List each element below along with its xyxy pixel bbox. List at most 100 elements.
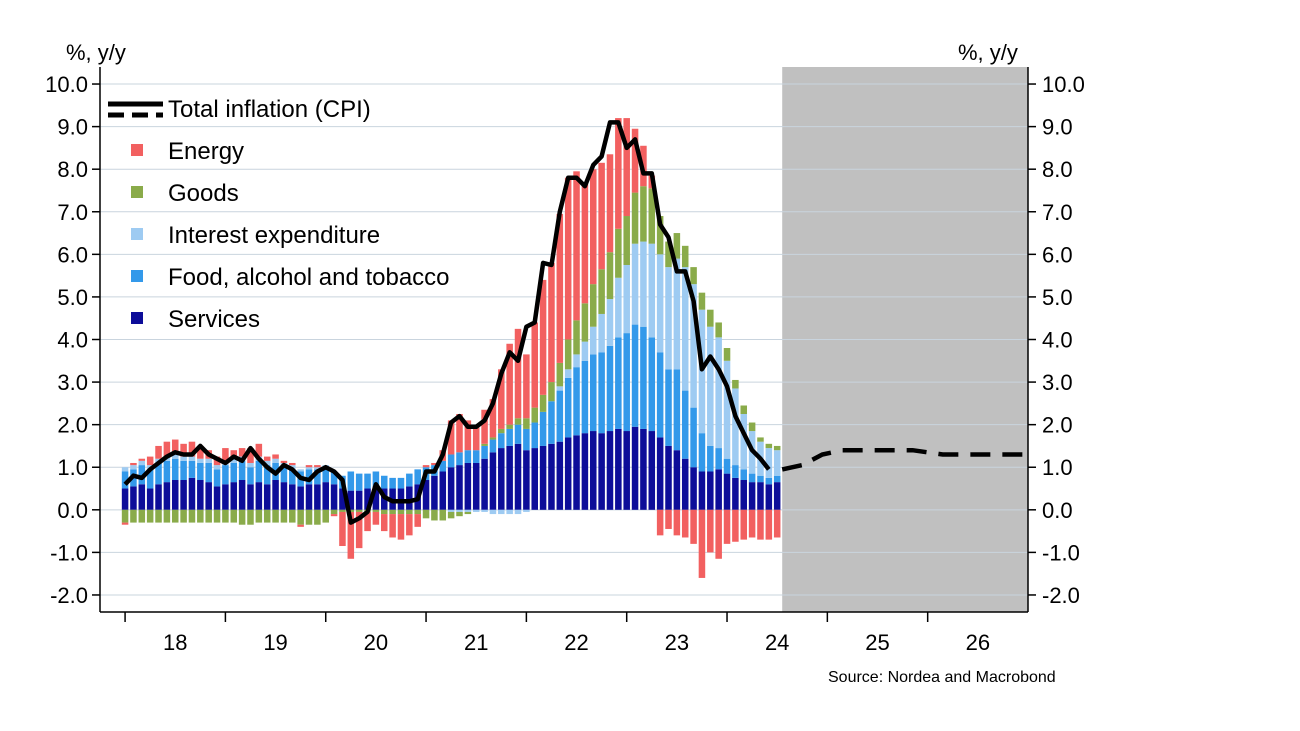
bar-interest (606, 299, 614, 346)
bar-food (289, 469, 296, 485)
x-tick-label: 23 (665, 630, 689, 655)
bar-goods (648, 188, 656, 244)
bar-interest (615, 277, 622, 338)
bar-goods (464, 511, 472, 515)
bar-interest (213, 465, 221, 470)
bar-energy (263, 456, 271, 461)
bar-services (305, 484, 313, 510)
x-tick-label: 26 (966, 630, 990, 655)
legend-label: Energy (168, 138, 244, 165)
bar-energy (180, 443, 187, 457)
bar-interest (305, 467, 313, 470)
y-tick-label-right: 1.0 (1042, 455, 1073, 480)
bar-services (247, 484, 254, 510)
left-axis-unit: %, y/y (66, 40, 126, 65)
y-tick-label-right: 3.0 (1042, 370, 1073, 395)
bar-interest (456, 509, 463, 512)
bar-energy (406, 514, 413, 536)
y-tick-label-left: 6.0 (57, 242, 88, 267)
bar-goods (673, 233, 681, 259)
y-tick-label-right: 10.0 (1042, 72, 1085, 97)
bar-energy (631, 128, 639, 193)
bar-interest (121, 467, 129, 472)
bar-interest (130, 465, 137, 470)
bar-interest (230, 458, 238, 463)
bar-energy (715, 509, 722, 559)
x-tick-label: 18 (163, 630, 187, 655)
bar-goods (732, 379, 739, 389)
bar-energy (355, 511, 363, 549)
bar-energy (289, 462, 296, 466)
y-tick-label-right: 0.0 (1042, 498, 1073, 523)
bar-energy (255, 443, 263, 457)
bar-interest (640, 241, 647, 327)
y-tick-label-right: 6.0 (1042, 242, 1073, 267)
bar-food (698, 433, 706, 472)
bar-goods (255, 509, 263, 523)
y-tick-label-left: 3.0 (57, 370, 88, 395)
bar-goods (765, 443, 773, 449)
bar-services (723, 473, 731, 510)
bar-food (322, 467, 329, 483)
bar-goods (222, 509, 229, 523)
bar-services (322, 482, 329, 510)
bar-goods (757, 437, 764, 442)
bar-goods (197, 509, 204, 523)
bar-food (456, 452, 463, 466)
bar-energy (155, 445, 162, 459)
source-note: Source: Nordea and Macrobond (828, 669, 1056, 686)
bar-goods (188, 509, 196, 523)
bar-food (715, 448, 722, 470)
bar-goods (707, 309, 714, 327)
bar-energy (397, 514, 405, 540)
bar-energy (447, 420, 455, 455)
bar-food (197, 462, 204, 481)
legend: Total inflation (CPI) Energy Goods Interest… (108, 96, 450, 333)
bar-interest (489, 509, 497, 515)
bar-energy (305, 465, 313, 468)
bar-interest (506, 509, 513, 515)
bar-energy (740, 509, 748, 540)
bar-energy (414, 514, 421, 527)
bar-services (197, 480, 204, 510)
bar-services (439, 471, 447, 510)
bar-food (414, 469, 421, 485)
bar-services (740, 480, 748, 510)
bar-services (255, 482, 263, 510)
bar-energy (623, 118, 630, 217)
bar-services (456, 465, 463, 510)
bar-goods (422, 509, 430, 519)
bar-energy (556, 213, 564, 363)
bar-food (623, 333, 630, 432)
bar-energy (464, 420, 472, 451)
bar-energy (773, 509, 781, 538)
bar-food (146, 469, 154, 489)
bar-food (205, 462, 212, 483)
bar-goods (665, 241, 672, 268)
bar-services (573, 435, 580, 510)
bar-goods (606, 252, 614, 300)
bar-energy (347, 511, 355, 559)
y-tick-label-right: 4.0 (1042, 328, 1073, 353)
bar-services (481, 458, 488, 510)
legend-swatch (131, 312, 143, 324)
bar-services (556, 441, 564, 510)
bar-energy (732, 509, 739, 542)
bar-services (665, 445, 672, 510)
bar-services (523, 450, 530, 510)
bar-food (523, 428, 530, 451)
legend-label: Food, alcohol and tobacco (168, 264, 450, 291)
legend-swatch (131, 270, 143, 282)
bar-goods (205, 509, 212, 523)
bar-energy (197, 445, 204, 459)
bar-services (506, 445, 513, 510)
axes-group: 10.0 10.0 9.0 9.0 8.0 8.0 7.0 7.0 6.0 6.0 5.0 5.0 4.… (45, 67, 1085, 655)
bar-services (180, 480, 187, 510)
bar-services (263, 484, 271, 510)
bar-services (472, 462, 480, 510)
bar-goods (414, 509, 421, 515)
bar-interest (723, 360, 731, 459)
bar-food (188, 460, 196, 478)
legend-swatch (131, 228, 143, 240)
bar-goods (640, 186, 647, 242)
